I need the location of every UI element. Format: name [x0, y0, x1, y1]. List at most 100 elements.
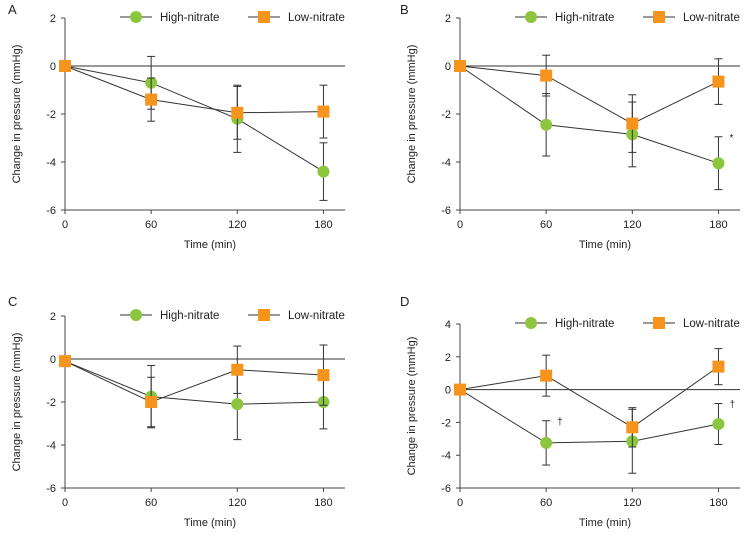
panel-d: D 4 2 0 -2 -4 -6 0 60 120 180 Time (min) Change in p… [400, 294, 740, 529]
y-tick-label: 2 [50, 13, 56, 25]
legend-item-high-nitrate: High-nitrate [515, 317, 614, 330]
y-tick-label: 2 [50, 311, 56, 323]
data-point [145, 93, 158, 106]
panel-letter: A [8, 2, 17, 17]
y-tick-label: 2 [445, 13, 451, 25]
x-tick-label: 180 [314, 497, 332, 509]
x-tick-label: 120 [228, 219, 246, 231]
legend-marker [258, 309, 270, 321]
series-low-nitrate [454, 54, 725, 153]
data-point [317, 105, 330, 118]
series-high-nitrate [454, 383, 725, 474]
data-point [712, 360, 725, 373]
data-point [145, 396, 158, 408]
legend-item-low-nitrate: Low-nitrate [248, 309, 345, 322]
y-tick-label: -4 [441, 450, 451, 462]
y-axis-title: Change in pressure (mmHg) [406, 45, 418, 184]
x-axis-title: Time (min) [184, 239, 236, 251]
data-point [317, 165, 330, 178]
x-tick-label: 60 [145, 497, 157, 509]
y-axis-title: Change in pressure (mmHg) [406, 337, 418, 476]
legend-item-high-nitrate: High-nitrate [120, 309, 219, 322]
x-tick-label: 0 [457, 497, 463, 509]
panel-a: A 2 0 -2 -4 -6 0 60 120 180 Time (min) Change in pr… [8, 2, 345, 251]
x-tick-label: 120 [623, 497, 641, 509]
y-tick-label: -2 [441, 109, 451, 121]
y-tick-label: -4 [441, 157, 451, 169]
legend-label: Low-nitrate [288, 310, 345, 322]
panel-letter: C [8, 294, 17, 309]
data-point [626, 117, 639, 130]
x-tick-label: 0 [62, 219, 68, 231]
panel-b: B 2 0 -2 -4 -6 0 60 120 180 Time (min) Change in pr… [400, 2, 740, 251]
data-point [59, 60, 71, 72]
series-low-nitrate [59, 344, 330, 428]
y-tick-label: -2 [441, 417, 451, 429]
legend-item-low-nitrate: Low-nitrate [248, 11, 345, 24]
data-point [712, 75, 725, 88]
x-tick-label: 0 [457, 219, 463, 231]
significance-marker: † [729, 400, 735, 411]
legend-label: High-nitrate [160, 310, 219, 322]
legend-marker [653, 11, 665, 23]
y-tick-label: -2 [46, 109, 56, 121]
significance-marker: † [557, 417, 563, 428]
data-point [540, 118, 553, 131]
data-point [231, 363, 244, 376]
x-axis-title: Time (min) [184, 517, 236, 529]
x-tick-label: 60 [540, 497, 552, 509]
series-low-nitrate [454, 348, 725, 448]
data-point [231, 398, 244, 411]
data-point [712, 418, 725, 431]
series-line [64, 65, 324, 114]
panel-letter: D [400, 294, 409, 309]
legend-marker [258, 11, 270, 23]
legend-marker [525, 317, 537, 329]
legend-label: High-nitrate [555, 318, 614, 330]
data-point [540, 436, 553, 449]
x-axis-title: Time (min) [579, 239, 631, 251]
legend-marker [653, 317, 665, 329]
legend-label: High-nitrate [160, 12, 219, 24]
y-tick-label: -4 [46, 157, 56, 169]
data-point [626, 421, 639, 434]
data-point [712, 157, 725, 170]
series-high-nitrate [59, 55, 330, 201]
y-tick-label: 2 [445, 352, 451, 364]
y-tick-label: 4 [445, 319, 451, 331]
legend-marker [525, 11, 537, 23]
series-line [459, 65, 719, 125]
x-tick-label: 180 [709, 497, 727, 509]
legend-label: High-nitrate [555, 12, 614, 24]
y-tick-label: -6 [441, 483, 451, 495]
data-point [454, 383, 466, 396]
legend-item-high-nitrate: High-nitrate [120, 11, 219, 24]
series-low-nitrate [59, 60, 330, 140]
x-tick-label: 60 [540, 219, 552, 231]
data-point [540, 369, 553, 382]
legend-item-high-nitrate: High-nitrate [515, 11, 614, 24]
panel-c: C 2 0 -2 -4 -6 0 60 120 180 Time (min) Change in pr… [8, 294, 345, 529]
y-axis-title: Change in pressure (mmHg) [11, 45, 23, 184]
data-point [231, 106, 244, 119]
y-tick-label: -6 [46, 205, 56, 217]
y-tick-label: -4 [46, 440, 56, 452]
series-high-nitrate [59, 355, 330, 441]
series-line [459, 389, 719, 444]
legend-label: Low-nitrate [683, 12, 740, 24]
y-tick-label: 0 [50, 61, 56, 73]
legend-marker [130, 309, 142, 321]
x-axis-title: Time (min) [579, 517, 631, 529]
y-tick-label: -6 [441, 205, 451, 217]
y-tick-label: -6 [46, 483, 56, 495]
series-line [64, 360, 324, 405]
data-point [540, 69, 553, 82]
series-line [459, 366, 719, 428]
significance-marker: * [729, 133, 733, 144]
x-tick-label: 120 [623, 219, 641, 231]
data-point [59, 355, 71, 368]
series-line [459, 65, 719, 164]
y-axis-title: Change in pressure (mmHg) [11, 333, 23, 472]
data-point [317, 369, 330, 382]
